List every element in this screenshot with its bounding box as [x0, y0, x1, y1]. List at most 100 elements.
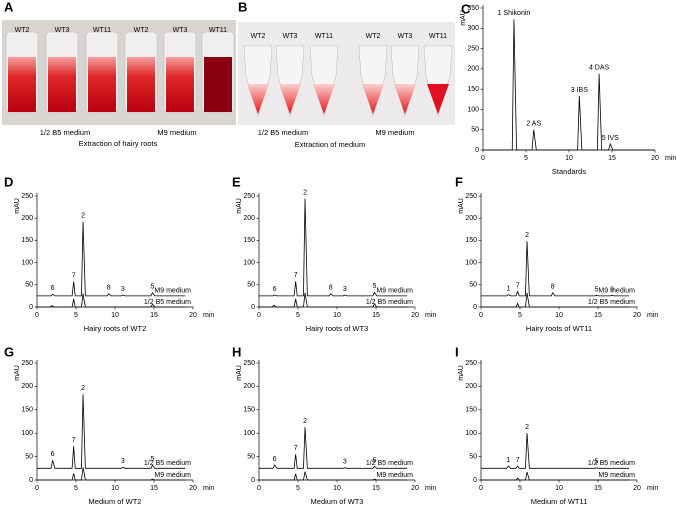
- y-tick-label: 150: [467, 86, 479, 93]
- y-tick-label: 0: [251, 304, 255, 311]
- trace: [37, 221, 186, 297]
- x-tick-label: 0: [479, 312, 483, 319]
- peak-label: 5: [594, 459, 598, 466]
- y-tick-label: 250: [243, 360, 255, 367]
- y-tick-label: 0: [473, 304, 477, 311]
- peak-label: 5 IVS: [602, 135, 619, 142]
- y-tick-label: 100: [465, 259, 477, 266]
- peak-label: 9: [610, 286, 614, 293]
- series-label: 1/2 B5 medium: [144, 299, 191, 306]
- y-tick-label: 200: [465, 383, 477, 390]
- peak-label: 8: [107, 285, 111, 292]
- peak-label: 1: [506, 285, 510, 292]
- photo-background: [238, 22, 455, 125]
- x-tick-label: 0: [257, 312, 261, 319]
- panel-letter: I: [455, 344, 459, 359]
- chart-caption: Standards: [552, 167, 586, 176]
- panel-letter: B: [238, 0, 247, 14]
- x-tick-label: 5: [74, 485, 78, 492]
- x-tick-label: 10: [555, 485, 563, 492]
- x-axis-unit: min: [425, 312, 436, 319]
- peak-label: 5: [150, 456, 154, 463]
- series-label: M9 medium: [598, 472, 635, 479]
- x-tick-label: 20: [411, 312, 419, 319]
- peak-label: 8: [551, 284, 555, 291]
- trace: [259, 292, 408, 308]
- x-tick-label: 15: [150, 312, 158, 319]
- peak-label: 3: [343, 286, 347, 293]
- peak-label: 6: [51, 285, 55, 292]
- x-tick-label: 20: [633, 485, 641, 492]
- panel-letter: C: [461, 1, 471, 16]
- x-tick-label: 5: [518, 485, 522, 492]
- x-tick-label: 10: [565, 155, 573, 162]
- trace: [37, 467, 186, 481]
- x-tick-label: 15: [608, 155, 616, 162]
- peak-label: 6: [273, 456, 277, 463]
- x-axis-unit: min: [647, 312, 658, 319]
- x-tick-label: 10: [111, 485, 119, 492]
- y-tick-label: 100: [243, 430, 255, 437]
- tube-label: WT3: [283, 33, 298, 40]
- tube-label: WT2: [15, 27, 30, 34]
- x-tick-label: 5: [518, 312, 522, 319]
- trace: [481, 471, 630, 481]
- y-tick-label: 100: [467, 106, 479, 113]
- tube-label: WT3: [398, 33, 413, 40]
- y-tick-label: 0: [29, 304, 33, 311]
- peak-label: 2: [303, 190, 307, 197]
- y-axis-label: mAU: [14, 198, 21, 214]
- series-label: 1/2 B5 medium: [588, 460, 635, 467]
- photo-caption: Extraction of hairy roots: [79, 139, 158, 148]
- y-tick-label: 250: [467, 45, 479, 52]
- tube-liquid: [247, 84, 269, 114]
- chart-caption: Hairy roots of WT11: [526, 324, 592, 333]
- y-tick-label: 200: [465, 215, 477, 222]
- tube-label: WT2: [366, 33, 381, 40]
- x-axis-unit: min: [203, 312, 214, 319]
- peak-label: 6: [273, 286, 277, 293]
- trace: [37, 293, 186, 308]
- series-label: M9 medium: [376, 288, 413, 295]
- y-tick-label: 200: [243, 383, 255, 390]
- peak-label: 7: [294, 272, 298, 279]
- y-tick-label: 0: [251, 477, 255, 484]
- y-tick-label: 100: [21, 259, 33, 266]
- peak-label: 7: [72, 437, 76, 444]
- x-tick-label: 10: [555, 312, 563, 319]
- peak-label: 7: [294, 445, 298, 452]
- series-label: M9 medium: [598, 288, 635, 295]
- trace: [259, 198, 408, 297]
- y-tick-label: 250: [465, 360, 477, 367]
- panel-letter: A: [4, 0, 14, 14]
- peak-label: 2: [303, 418, 307, 425]
- group-label: M9 medium: [375, 128, 414, 137]
- y-tick-label: 50: [469, 282, 477, 289]
- series-label: 1/2 B5 medium: [366, 460, 413, 467]
- tube-liquid: [362, 84, 384, 114]
- x-tick-label: 0: [35, 485, 39, 492]
- tube-liquid: [127, 57, 155, 112]
- tube-liquid: [166, 57, 194, 112]
- y-tick-label: 150: [465, 407, 477, 414]
- y-tick-label: 200: [21, 215, 33, 222]
- peak-label: 2 AS: [526, 121, 541, 128]
- tube-liquid: [427, 84, 449, 114]
- tube-label: WT2: [251, 33, 266, 40]
- y-tick-label: 250: [465, 193, 477, 200]
- tube-liquid: [394, 84, 416, 114]
- peak-label: 5: [372, 283, 376, 290]
- peak-label: 2: [81, 213, 85, 220]
- tube-liquid: [48, 57, 76, 112]
- x-tick-label: 0: [479, 485, 483, 492]
- y-tick-label: 150: [21, 237, 33, 244]
- y-tick-label: 0: [473, 477, 477, 484]
- x-tick-label: 5: [296, 312, 300, 319]
- tube-label: WT11: [429, 33, 447, 40]
- y-tick-label: 300: [467, 25, 479, 32]
- series-label: M9 medium: [154, 472, 191, 479]
- y-tick-label: 0: [475, 147, 479, 154]
- group-label: 1/2 B5 medium: [40, 128, 90, 137]
- peak-label: 1 Shikonin: [498, 10, 531, 17]
